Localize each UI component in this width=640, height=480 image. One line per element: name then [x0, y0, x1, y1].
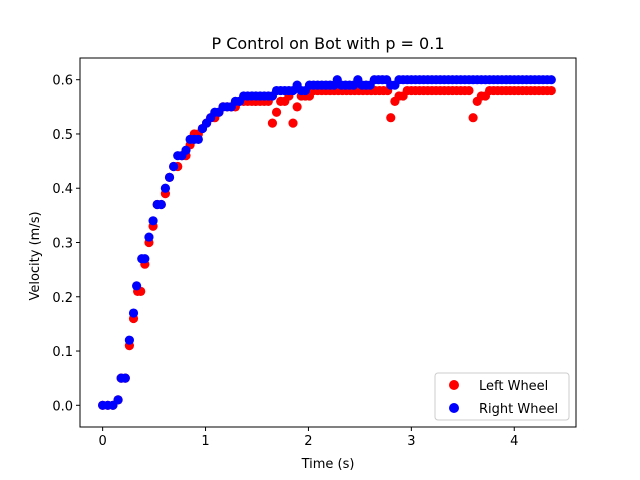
data-point-right-wheel [546, 75, 556, 85]
data-point-left-wheel [386, 113, 396, 123]
data-point-right-wheel [120, 373, 130, 383]
x-tick-label: 1 [201, 434, 209, 449]
legend-label-right-wheel: Right Wheel [479, 402, 558, 417]
x-axis: 0 1 2 3 4 [98, 427, 518, 449]
data-point-right-wheel [160, 183, 171, 193]
data-point-right-wheel [144, 232, 154, 242]
y-tick-label: 0.6 [52, 74, 73, 89]
legend-marker-left-wheel [449, 380, 459, 390]
legend: Left Wheel Right Wheel [434, 372, 570, 421]
x-tick-label: 3 [407, 434, 415, 449]
y-tick-label: 0.1 [52, 345, 73, 360]
x-tick-label: 4 [510, 434, 518, 449]
x-tick-label: 2 [304, 434, 312, 449]
y-tick-label: 0.0 [52, 399, 73, 414]
y-tick-label: 0.3 [52, 237, 73, 252]
data-point-left-wheel [271, 107, 282, 117]
data-point-right-wheel [128, 308, 139, 318]
plot-points [98, 75, 556, 410]
y-tick-label: 0.2 [52, 291, 73, 306]
data-point-right-wheel [148, 216, 158, 226]
data-point-left-wheel [464, 85, 474, 96]
chart-title: P Control on Bot with p = 0.1 [211, 34, 444, 53]
data-point-right-wheel [156, 199, 166, 210]
y-axis: 0.0 0.1 0.2 0.3 0.4 0.5 0.6 [52, 74, 80, 414]
legend-box [434, 372, 570, 421]
y-axis-label: Velocity (m/s) [28, 211, 43, 300]
data-point-right-wheel [124, 335, 134, 345]
data-point-right-wheel [131, 281, 142, 291]
data-point-left-wheel [292, 102, 302, 112]
x-tick-label: 0 [98, 434, 106, 449]
data-point-right-wheel [113, 395, 123, 405]
x-axis-label: Time (s) [301, 457, 355, 472]
data-point-right-wheel [140, 254, 150, 264]
data-point-right-wheel [169, 161, 179, 172]
data-point-right-wheel [193, 134, 203, 144]
data-point-left-wheel [546, 85, 556, 96]
data-point-left-wheel [288, 118, 298, 128]
data-point-left-wheel [468, 113, 478, 123]
y-tick-label: 0.5 [52, 128, 73, 143]
data-point-right-wheel [181, 145, 191, 155]
legend-label-left-wheel: Left Wheel [479, 379, 548, 394]
data-point-left-wheel [267, 118, 278, 128]
y-tick-label: 0.4 [52, 182, 73, 197]
legend-marker-right-wheel [449, 403, 459, 413]
data-point-right-wheel [164, 172, 175, 182]
